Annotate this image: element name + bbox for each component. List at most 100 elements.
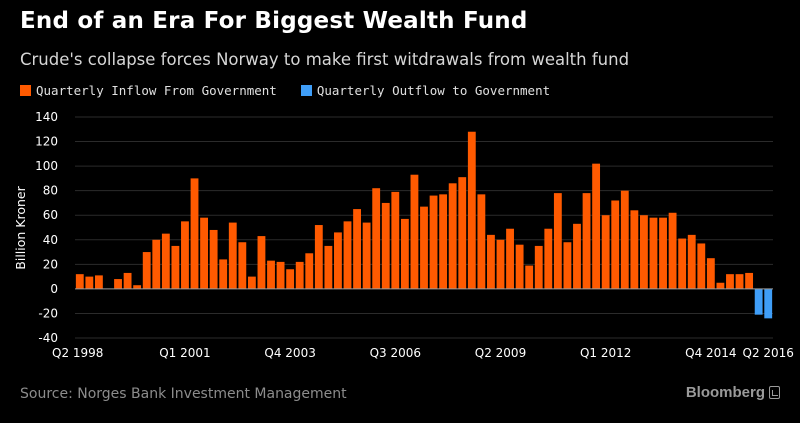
bar-inflow — [439, 194, 448, 289]
bar-inflow — [391, 191, 400, 289]
bar-inflow — [400, 218, 409, 289]
x-tick-label: Q2 2009 — [475, 346, 526, 360]
legend-item-inflow: Quarterly Inflow From Government — [20, 83, 277, 98]
bar-inflow — [668, 212, 677, 289]
y-tick-label: 120 — [35, 135, 58, 149]
bar-inflow — [410, 174, 419, 289]
bar-inflow — [209, 229, 218, 289]
legend-item-outflow: Quarterly Outflow to Government — [300, 83, 551, 98]
chart-subtitle: Crude's collapse forces Norway to make f… — [20, 50, 630, 69]
bar-inflow — [228, 222, 237, 289]
bar-inflow — [161, 233, 170, 289]
bar-inflow — [563, 242, 572, 289]
bar-inflow — [381, 202, 390, 289]
bar-inflow — [601, 215, 610, 289]
bars — [75, 131, 773, 319]
bar-inflow — [745, 272, 754, 289]
source-note: Source: Norges Bank Investment Managemen… — [20, 386, 347, 402]
bar-inflow — [611, 200, 620, 289]
bar-inflow — [706, 258, 715, 289]
bar-inflow — [496, 239, 505, 289]
bar-inflow — [582, 193, 591, 289]
y-tick-label: 80 — [43, 184, 58, 198]
bar-inflow — [649, 217, 658, 289]
x-tick-label: Q4 2014 — [685, 346, 736, 360]
bar-inflow — [420, 206, 428, 289]
bar-inflow — [75, 274, 84, 289]
bar-inflow — [94, 275, 103, 289]
bar-inflow — [305, 253, 314, 289]
bar-inflow — [553, 193, 562, 289]
bar-inflow — [171, 245, 180, 289]
bar-inflow — [534, 245, 543, 289]
bar-inflow — [85, 276, 94, 289]
bar-outflow — [764, 288, 773, 319]
bar-inflow — [276, 261, 285, 289]
bar-outflow — [754, 288, 763, 315]
bar-inflow — [324, 245, 333, 289]
y-tick-label: -40 — [38, 331, 58, 345]
bar-inflow — [334, 232, 342, 289]
legend-label-inflow: Quarterly Inflow From Government — [36, 83, 277, 98]
x-tick-label: Q4 2003 — [264, 346, 315, 360]
bar-inflow — [487, 234, 495, 289]
bar-inflow — [247, 276, 256, 289]
bar-inflow — [257, 236, 266, 289]
bar-inflow — [181, 221, 189, 289]
bloomberg-terminal-icon — [769, 386, 780, 399]
bar-inflow — [114, 279, 122, 289]
bar-inflow — [353, 209, 361, 289]
bar-inflow — [142, 252, 151, 289]
y-axis-label: Billion Kroner — [13, 185, 28, 269]
bar-inflow — [620, 190, 629, 289]
bar-inflow — [123, 272, 132, 289]
bar-inflow — [190, 178, 199, 289]
x-tick-label: Q1 2012 — [580, 346, 631, 360]
y-axis-ticks: -40 -20 0 20 40 60 80 100 120 140 — [35, 110, 58, 345]
bar-inflow — [544, 228, 553, 289]
bar-inflow — [592, 163, 601, 289]
bar-inflow — [219, 259, 228, 289]
bar-inflow — [640, 215, 648, 289]
x-tick-label: Q2 1998 — [52, 346, 103, 360]
bar-inflow — [573, 223, 581, 289]
bar-inflow — [429, 195, 438, 289]
bar-inflow — [525, 265, 534, 289]
chart-title: End of an Era For Biggest Wealth Fund — [20, 8, 528, 34]
bar-inflow — [448, 183, 457, 289]
bar-inflow — [295, 261, 304, 289]
bar-inflow — [267, 260, 275, 289]
brand-name: Bloomberg — [685, 384, 765, 401]
x-axis-ticks: Q2 1998 Q1 2001 Q4 2003 Q3 2006 Q2 2009 Q1 20… — [52, 346, 794, 360]
bar-inflow — [286, 269, 295, 289]
x-tick-label: Q1 2001 — [159, 346, 210, 360]
y-tick-label: 60 — [43, 208, 58, 222]
x-tick-label: Q3 2006 — [370, 346, 421, 360]
bar-inflow — [343, 221, 352, 289]
bar-inflow — [314, 225, 323, 289]
bar-inflow — [152, 239, 161, 289]
bar-inflow — [133, 285, 142, 289]
bar-inflow — [659, 217, 667, 289]
bar-inflow — [362, 222, 371, 289]
y-tick-label: -20 — [38, 306, 58, 320]
x-tick-label: Q2 2016 — [743, 346, 794, 360]
bar-inflow — [477, 194, 486, 289]
y-tick-label: 20 — [43, 257, 58, 271]
y-tick-label: 100 — [35, 159, 58, 173]
legend: Quarterly Inflow From Government Quarter… — [20, 83, 574, 98]
bar-inflow — [458, 177, 467, 289]
bar-inflow — [726, 274, 734, 289]
legend-swatch-inflow — [20, 85, 31, 96]
bar-inflow — [506, 228, 514, 289]
bar-inflow — [678, 238, 687, 289]
brand-logo: Bloomberg — [686, 384, 780, 401]
bar-inflow — [238, 242, 247, 289]
bar-inflow — [735, 274, 744, 289]
legend-label-outflow: Quarterly Outflow to Government — [316, 83, 551, 98]
y-tick-label: 140 — [35, 110, 58, 124]
bar-inflow — [515, 244, 524, 289]
bar-inflow — [467, 131, 476, 289]
bar-inflow — [200, 217, 208, 289]
